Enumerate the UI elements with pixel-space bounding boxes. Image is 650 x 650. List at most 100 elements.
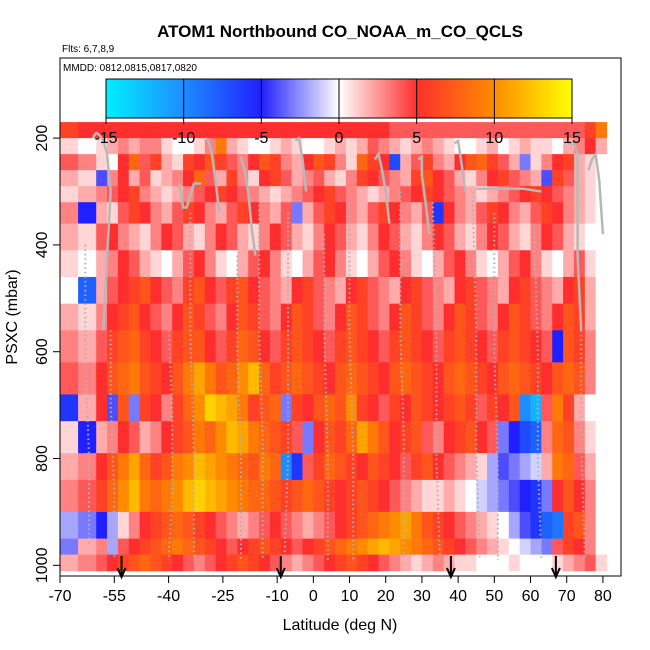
heatmap-cell — [356, 202, 369, 225]
heatmap-cell — [421, 538, 434, 556]
heatmap-cell — [117, 276, 130, 305]
heatmap-cell — [356, 303, 369, 331]
heatmap-cell — [161, 554, 173, 572]
heatmap-cell — [367, 538, 380, 556]
heatmap-cell — [400, 421, 412, 454]
heatmap-cell — [443, 394, 456, 422]
heatmap-cell — [280, 453, 293, 481]
heatmap-cell — [161, 122, 173, 139]
heatmap-cell — [519, 453, 532, 481]
x-axis-tick-label: -40 — [157, 588, 180, 605]
heatmap-cell — [107, 362, 119, 396]
flight-track — [453, 138, 467, 192]
colorbar-tick-label: 10 — [485, 130, 503, 147]
heatmap-cell — [60, 122, 79, 139]
heatmap-cell — [454, 538, 466, 556]
heatmap-cell — [389, 186, 401, 203]
heatmap-cell — [335, 453, 347, 481]
heatmap-cell — [237, 362, 249, 396]
heatmap-cell — [563, 202, 575, 225]
heatmap-cell — [107, 538, 119, 556]
heatmap-cell — [519, 138, 532, 155]
heatmap-cell — [400, 223, 412, 251]
heatmap-cell — [117, 186, 130, 203]
heatmap-cell — [345, 330, 358, 363]
heatmap-cell — [584, 554, 597, 572]
heatmap-cell — [78, 303, 97, 331]
flight-track-dotted — [167, 330, 174, 561]
heatmap-cell — [193, 511, 206, 540]
heatmap-cell — [573, 421, 586, 454]
heatmap-cell — [280, 479, 293, 513]
heatmap-cell — [378, 154, 390, 171]
heatmap-cell — [139, 276, 152, 305]
heatmap-cell — [497, 122, 510, 139]
heatmap-cell — [96, 276, 108, 305]
heatmap-cell — [237, 170, 249, 187]
heatmap-cell — [584, 250, 597, 278]
heatmap-cell — [541, 250, 553, 278]
heatmap-cell — [248, 453, 260, 481]
heatmap-cell — [432, 554, 445, 572]
x-axis-tick-label: 80 — [594, 588, 612, 605]
heatmap-cell — [497, 511, 510, 540]
heatmap-cell — [552, 330, 564, 363]
heatmap-cell — [291, 511, 304, 540]
heatmap-cell — [573, 186, 586, 203]
heatmap-cell — [454, 479, 466, 513]
heatmap-cell — [78, 122, 97, 139]
heatmap-cell — [389, 223, 401, 251]
heatmap-cell — [183, 511, 195, 540]
heatmap-cell — [367, 276, 380, 305]
heatmap-cell — [226, 554, 238, 572]
heatmap-cell — [411, 154, 423, 171]
heatmap-cell — [595, 303, 608, 331]
heatmap-cell — [421, 186, 434, 203]
heatmap-cell — [432, 186, 445, 203]
heatmap-cell — [530, 421, 542, 454]
heatmap-cell — [107, 511, 119, 540]
heatmap-cell — [389, 453, 401, 481]
heatmap-cell — [128, 223, 141, 251]
heatmap-cell — [60, 186, 79, 203]
heatmap-cell — [313, 511, 325, 540]
heatmap-cell — [269, 511, 282, 540]
heatmap-cell — [465, 421, 477, 454]
heatmap-cell — [508, 138, 521, 155]
heatmap-cell — [476, 479, 488, 513]
heatmap-cell — [335, 186, 347, 203]
heatmap-cell — [421, 122, 434, 139]
heatmap-cell — [552, 202, 564, 225]
heatmap-cell — [411, 479, 423, 513]
heatmap-cell — [595, 511, 608, 540]
heatmap-cell — [497, 303, 510, 331]
heatmap-cell — [573, 122, 586, 139]
heatmap-cell — [269, 276, 282, 305]
heatmap-cell — [280, 538, 293, 556]
colorbar-ticks: -15 -10 -5 0 5 10 15 — [94, 79, 581, 147]
heatmap-cell — [432, 138, 445, 155]
heatmap-cell — [552, 479, 564, 513]
heatmap-cell — [259, 154, 271, 171]
heatmap-cell — [78, 250, 97, 278]
flight-track-dotted — [431, 202, 441, 561]
heatmap-cell — [497, 276, 510, 305]
heatmap-cell — [530, 330, 542, 363]
heatmap-cell — [269, 303, 282, 331]
heatmap-cell — [226, 479, 238, 513]
heatmap-cell — [96, 421, 108, 454]
heatmap-cell — [584, 511, 597, 540]
heatmap-cell — [313, 330, 325, 363]
heatmap-cell — [172, 362, 184, 396]
heatmap-cell — [595, 394, 608, 422]
heatmap-cell — [584, 394, 597, 422]
heatmap-cell — [150, 538, 162, 556]
heatmap-cell — [161, 421, 173, 454]
heatmap-cell — [356, 479, 369, 513]
heatmap-cell — [345, 453, 358, 481]
heatmap-cell — [248, 479, 260, 513]
heatmap-cell — [60, 276, 79, 305]
heatmap-cell — [96, 154, 108, 171]
heatmap-cell — [356, 122, 369, 139]
heatmap-cell — [378, 421, 390, 454]
